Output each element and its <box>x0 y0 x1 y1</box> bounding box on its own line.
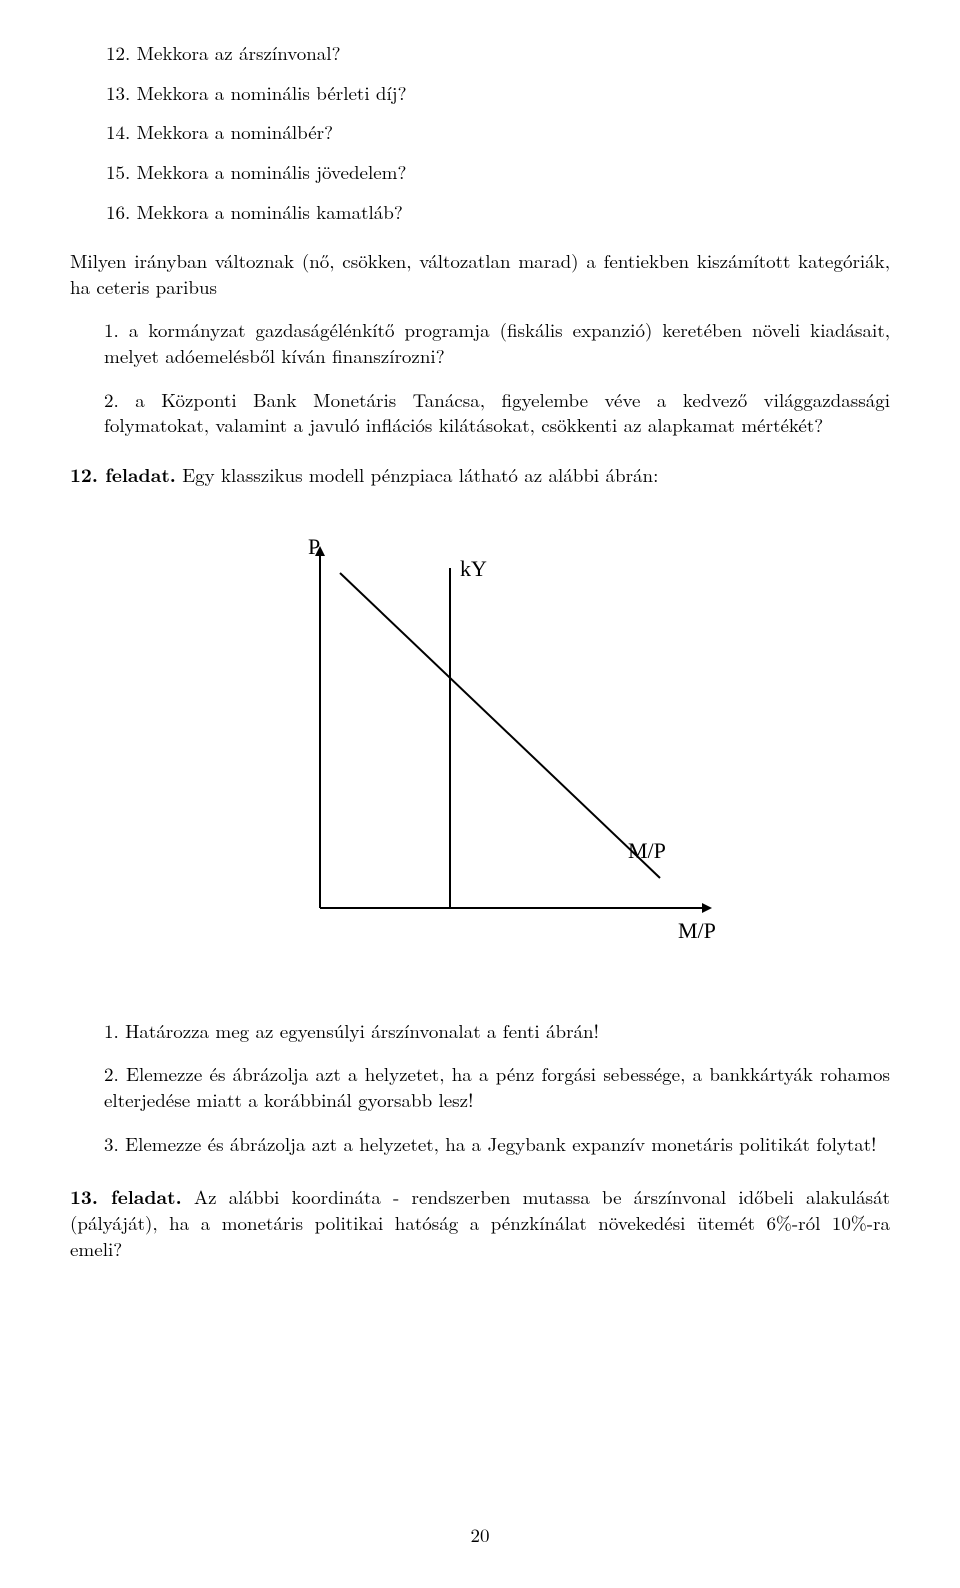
list-item: 2. Elemezze és ábrázolja azt a helyzetet… <box>104 1061 890 1112</box>
svg-text:M/P: M/P <box>678 918 716 943</box>
list-item: 13. Mekkora a nominális bérleti díj? <box>104 80 890 106</box>
item-number: 14. <box>106 118 130 145</box>
item-number: 15. <box>106 158 130 185</box>
item-text: Mekkora a nominális bérleti díj? <box>137 79 407 106</box>
item-number: 2. <box>104 1060 119 1087</box>
feladat-12-heading: 12. feladat. Egy klasszikus modell pénzp… <box>70 462 890 488</box>
money-market-chart: PkY M/P M/P <box>70 518 890 958</box>
svg-text:M/P: M/P <box>628 838 666 863</box>
item-text: a kormányzat gazdaságélénkítő programja … <box>104 316 890 369</box>
item-text: Mekkora a nominális jövedelem? <box>137 158 407 185</box>
item-text: Elemezze és ábrázolja azt a helyzetet, h… <box>125 1130 876 1157</box>
feladat-12-text: Egy klasszikus modell pénzpiaca látható … <box>176 461 659 488</box>
question-list-top: 12. Mekkora az árszínvonal? 13. Mekkora … <box>70 40 890 224</box>
feladat-13-text: Az alábbi koordináta - rendszerben mutas… <box>70 1183 890 1261</box>
list-item: 3. Elemezze és ábrázolja azt a helyzetet… <box>104 1131 890 1157</box>
item-number: 3. <box>104 1130 119 1157</box>
chart-svg: PkY M/P M/P <box>240 518 720 958</box>
condition-list: 1. a kormányzat gazdaságélénkítő program… <box>70 317 890 438</box>
item-number: 12. <box>106 39 130 66</box>
item-text: a Központi Bank Monetáris Tanácsa, figye… <box>104 386 890 439</box>
item-text: Mekkora a nominális kamatláb? <box>137 198 403 225</box>
item-number: 2. <box>104 386 119 413</box>
item-number: 1. <box>104 1017 119 1044</box>
svg-text:P: P <box>308 534 320 559</box>
feladat-13-heading: 13. feladat. Az alábbi koordináta - rend… <box>70 1184 890 1261</box>
list-item: 2. a Központi Bank Monetáris Tanácsa, fi… <box>104 387 890 438</box>
list-item: 1. a kormányzat gazdaságélénkítő program… <box>104 317 890 368</box>
item-number: 13. <box>106 79 130 106</box>
list-item: 14. Mekkora a nominálbér? <box>104 119 890 145</box>
question-list-bottom: 1. Határozza meg az egyensúlyi árszínvon… <box>70 1018 890 1157</box>
item-number: 1. <box>104 316 119 343</box>
list-item: 15. Mekkora a nominális jövedelem? <box>104 159 890 185</box>
item-text: Mekkora a nominálbér? <box>137 118 333 145</box>
list-item: 1. Határozza meg az egyensúlyi árszínvon… <box>104 1018 890 1044</box>
svg-text:kY: kY <box>460 556 487 581</box>
item-text: Elemezze és ábrázolja azt a helyzetet, h… <box>104 1060 890 1113</box>
feladat-13-label: 13. feladat. <box>70 1182 182 1210</box>
lead-paragraph: Milyen irányban változnak (nő, csökken, … <box>70 248 890 299</box>
page-number: 20 <box>0 1522 960 1548</box>
item-text: Mekkora az árszínvonal? <box>137 39 341 66</box>
list-item: 16. Mekkora a nominális kamatláb? <box>104 199 890 225</box>
list-item: 12. Mekkora az árszínvonal? <box>104 40 890 66</box>
item-number: 16. <box>106 198 130 225</box>
feladat-12-label: 12. feladat. <box>70 460 176 488</box>
item-text: Határozza meg az egyensúlyi árszínvonala… <box>125 1017 599 1044</box>
